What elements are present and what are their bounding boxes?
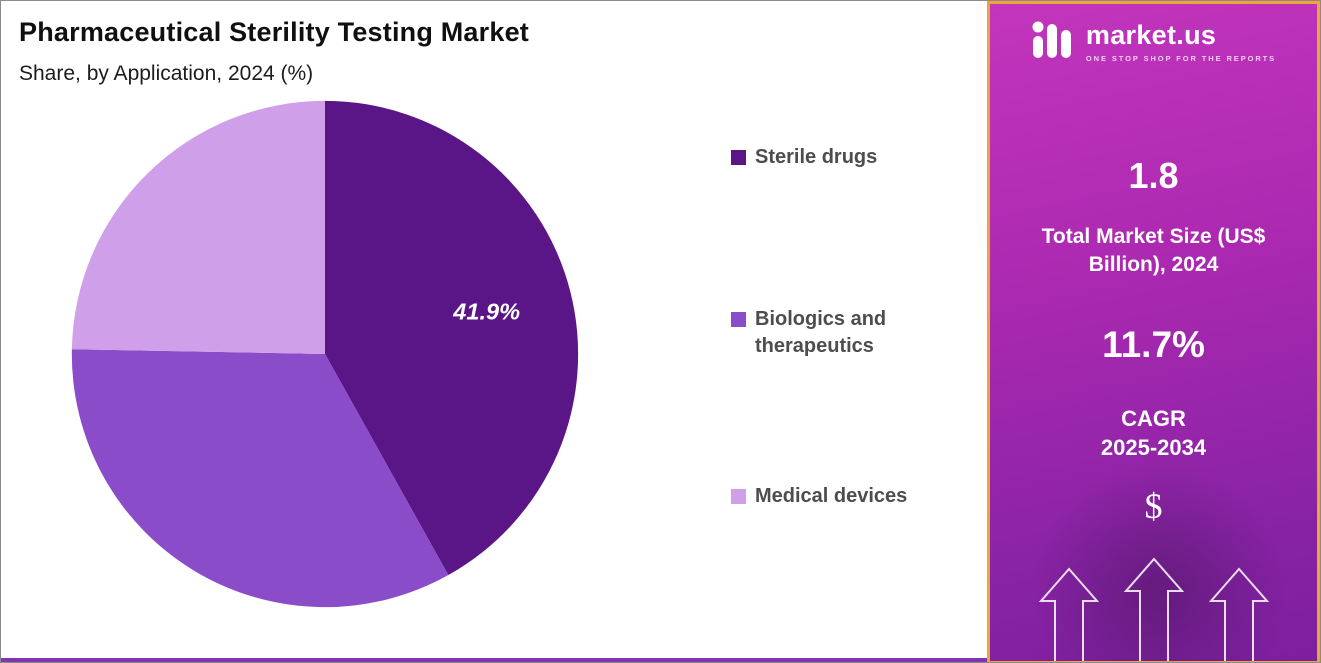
legend-item: Biologics and therapeutics	[731, 306, 966, 360]
legend-item: Sterile drugs	[731, 144, 966, 171]
legend-label: Medical devices	[755, 485, 908, 507]
chart-panel: Pharmaceutical Sterility Testing Market …	[1, 1, 987, 662]
legend-item: Medical devices	[731, 483, 966, 510]
pie-chart: 41.9%	[71, 100, 579, 608]
brand: market.us ONE STOP SHOP FOR THE REPORTS	[1031, 20, 1276, 63]
page-title: Pharmaceutical Sterility Testing Market	[19, 17, 529, 47]
brand-text: market.us ONE STOP SHOP FOR THE REPORTS	[1086, 20, 1276, 63]
cagr-label-text: CAGR	[1121, 405, 1186, 431]
legend-swatch-icon	[731, 312, 746, 327]
legend-swatch-icon	[731, 489, 746, 504]
legend: Sterile drugs Biologics and therapeutics…	[731, 94, 966, 510]
cagr-value: 11.7%	[1102, 323, 1205, 365]
market-size-value: 1.8	[1128, 155, 1179, 196]
pie-data-label: 41.9%	[452, 299, 520, 325]
pie-chart-container: 41.9%	[65, 94, 585, 619]
legend-label: Biologics and therapeutics	[755, 308, 887, 357]
legend-label: Sterile drugs	[755, 146, 878, 168]
cagr-period: 2025-2034	[1100, 435, 1207, 461]
growth-arrows-icon	[1029, 557, 1279, 661]
dollar-symbol: $	[1144, 486, 1163, 527]
pie-slice	[71, 100, 326, 354]
pie-slice	[71, 349, 449, 608]
marketus-logo-icon	[1031, 20, 1077, 63]
brand-name: market.us	[1085, 20, 1217, 50]
legend-swatch-icon	[731, 150, 746, 165]
sidebar: market.us ONE STOP SHOP FOR THE REPORTS …	[987, 1, 1320, 662]
chart-row: 41.9% Sterile drugs Biologics and therap…	[19, 94, 987, 619]
chart-subtitle: Share, by Application, 2024 (%)	[19, 62, 314, 85]
cagr-label: CAGR 2025-2034	[1101, 404, 1206, 463]
market-size-label: Total Market Size (US$ Billion), 2024	[1041, 225, 1266, 277]
brand-tagline: ONE STOP SHOP FOR THE REPORTS	[1085, 54, 1277, 63]
pie-slice	[325, 100, 579, 576]
